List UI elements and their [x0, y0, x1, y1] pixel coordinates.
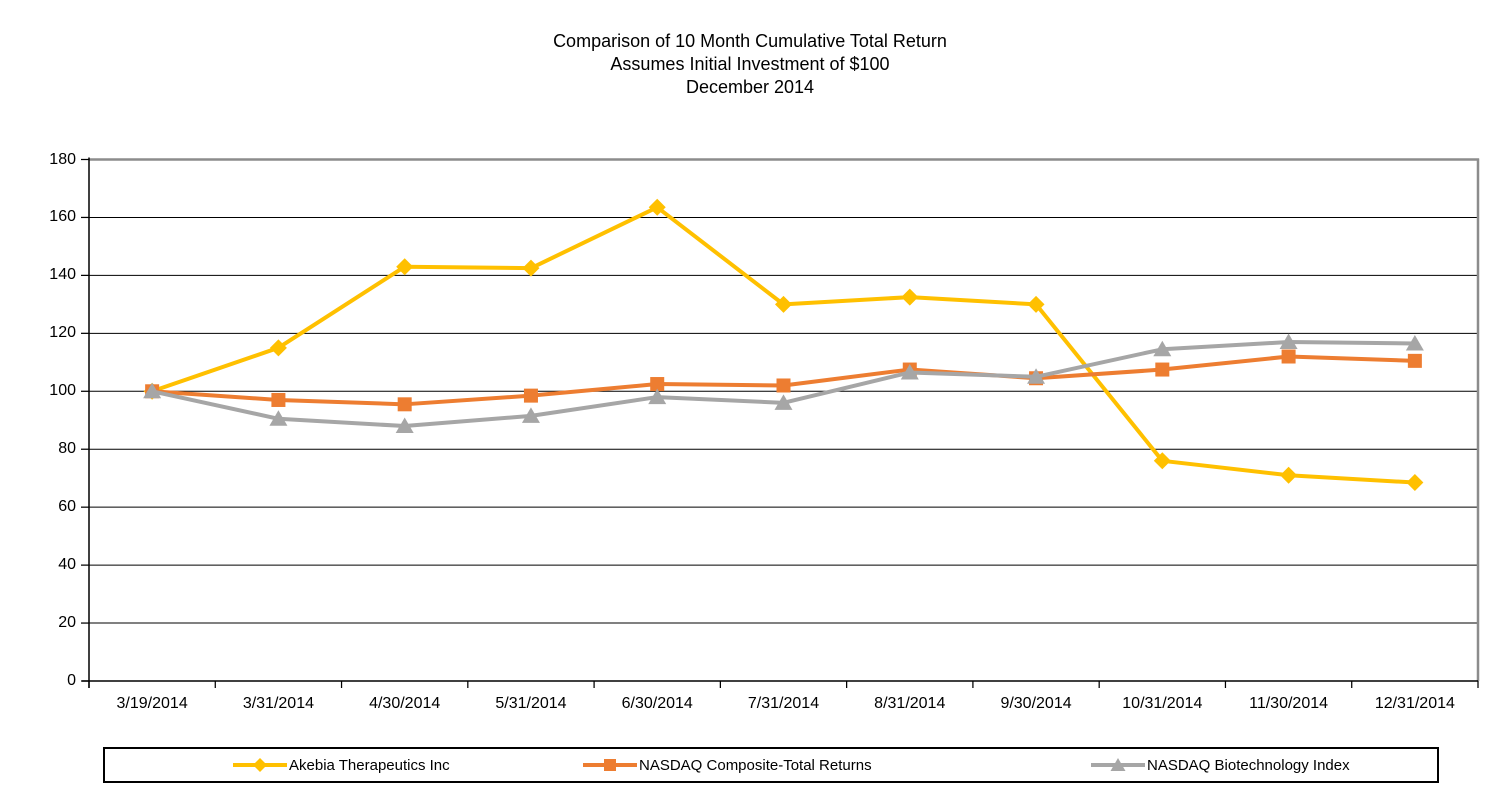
x-axis-tick-label: 4/30/2014 — [369, 695, 441, 712]
series-marker-nasdaq-composite-total-returns — [1281, 349, 1296, 364]
y-axis-tick-label: 0 — [67, 672, 76, 689]
y-axis-tick-label: 80 — [58, 440, 76, 458]
series-marker-nasdaq-composite-total-returns — [523, 388, 538, 403]
chart-title: Comparison of 10 Month Cumulative Total … — [0, 30, 1500, 99]
series-marker-akebia-therapeutics-inc — [269, 339, 287, 357]
series-marker-akebia-therapeutics-inc — [1280, 466, 1298, 484]
x-axis-tick-label: 8/31/2014 — [874, 695, 946, 712]
series-marker-nasdaq-composite-total-returns — [271, 392, 286, 407]
series-marker-nasdaq-biotechnology-index — [1027, 368, 1046, 384]
x-axis-tick-label: 5/31/2014 — [495, 695, 567, 712]
chart-title-line-3: December 2014 — [685, 77, 815, 97]
series-marker-nasdaq-biotechnology-index — [648, 388, 667, 405]
series-marker-nasdaq-composite-total-returns — [1407, 353, 1422, 368]
series-marker-nasdaq-composite-total-returns — [776, 378, 791, 393]
y-axis-tick-label: 120 — [49, 324, 76, 342]
series-marker-nasdaq-biotechnology-index — [269, 410, 288, 426]
x-axis-tick-label: 12/31/2014 — [1374, 695, 1455, 712]
series-marker-nasdaq-composite-total-returns — [650, 377, 665, 392]
x-axis-tick-label: 3/31/2014 — [242, 695, 314, 712]
diamond-marker-glyph — [253, 758, 267, 772]
legend-label-nasdaq-composite-total-returns: NASDAQ Composite-Total Returns — [639, 756, 872, 774]
legend-item-nasdaq-biotechnology-index: NASDAQ Biotechnology Index — [1090, 749, 1350, 781]
x-axis-tick-label: 9/30/2014 — [1000, 695, 1072, 712]
chart-title-line-1: Comparison of 10 Month Cumulative Total … — [553, 31, 947, 51]
series-marker-nasdaq-composite-total-returns — [1155, 362, 1170, 377]
y-axis-tick-label: 40 — [58, 556, 76, 574]
legend-item-akebia-therapeutics-inc: Akebia Therapeutics Inc — [232, 749, 450, 781]
series-marker-nasdaq-biotechnology-index — [774, 394, 793, 410]
square-marker-glyph — [604, 759, 616, 771]
series-marker-nasdaq-composite-total-returns — [397, 397, 412, 412]
series-marker-nasdaq-biotechnology-index — [143, 382, 162, 399]
series-marker-akebia-therapeutics-inc — [1153, 452, 1171, 470]
series-marker-akebia-therapeutics-inc — [1406, 474, 1424, 492]
series-marker-akebia-therapeutics-inc — [396, 258, 414, 276]
x-axis-tick-label: 3/19/2014 — [116, 695, 188, 712]
y-axis-tick-label: 140 — [49, 266, 76, 284]
y-axis-tick-label: 60 — [58, 498, 76, 516]
series-marker-nasdaq-biotechnology-index — [1153, 340, 1172, 357]
series-marker-nasdaq-biotechnology-index — [521, 407, 540, 423]
series-marker-akebia-therapeutics-inc — [901, 288, 919, 306]
x-axis-tick-label: 7/31/2014 — [747, 695, 820, 712]
series-marker-akebia-therapeutics-inc — [775, 295, 792, 313]
x-axis-tick-label: 6/30/2014 — [621, 695, 693, 712]
y-axis-tick-label: 100 — [49, 382, 76, 400]
series-marker-akebia-therapeutics-inc — [648, 198, 666, 216]
legend-item-nasdaq-composite-total-returns: NASDAQ Composite-Total Returns — [582, 749, 872, 781]
chart-title-line-2: Assumes Initial Investment of $100 — [610, 54, 890, 74]
x-axis-tick-label: 10/31/2014 — [1122, 695, 1203, 712]
series-marker-nasdaq-biotechnology-index — [1279, 333, 1298, 350]
series-marker-akebia-therapeutics-inc — [522, 259, 540, 277]
legend-marker-square-icon — [583, 759, 637, 771]
legend-marker-diamond-icon — [233, 758, 287, 772]
y-axis-tick-label: 20 — [58, 614, 76, 632]
series-marker-akebia-therapeutics-inc — [1027, 295, 1045, 313]
triangle-marker-glyph — [1110, 758, 1126, 771]
y-axis-tick-label: 160 — [49, 208, 76, 226]
series-marker-nasdaq-biotechnology-index — [395, 417, 414, 434]
legend-label-akebia-therapeutics-inc: Akebia Therapeutics Inc — [289, 756, 450, 774]
legend: Akebia Therapeutics Inc NASDAQ Composite-… — [103, 747, 1439, 783]
x-axis-tick-label: 11/30/2014 — [1249, 695, 1329, 712]
series-marker-nasdaq-biotechnology-index — [900, 363, 919, 380]
legend-label-nasdaq-biotechnology-index: NASDAQ Biotechnology Index — [1147, 756, 1350, 774]
series-marker-nasdaq-biotechnology-index — [1405, 334, 1424, 351]
y-axis-tick-label: 180 — [49, 150, 76, 168]
legend-marker-triangle-icon — [1091, 758, 1145, 771]
